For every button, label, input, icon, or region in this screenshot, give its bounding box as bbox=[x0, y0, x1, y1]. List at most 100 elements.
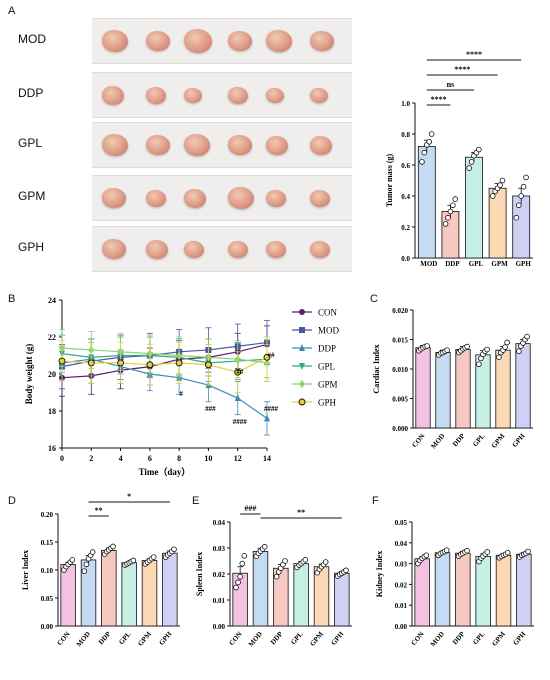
data-point bbox=[518, 193, 525, 199]
series-gph bbox=[58, 336, 271, 393]
x-tick-label: GPM bbox=[308, 630, 325, 648]
y-tick-label: 0.05 bbox=[395, 519, 408, 527]
tumor-specimen bbox=[184, 240, 204, 258]
y-tick-label: 0.2 bbox=[401, 224, 410, 232]
tumor-photo-strip-mod bbox=[92, 18, 352, 64]
data-point bbox=[419, 159, 425, 165]
tumor-specimen bbox=[266, 87, 284, 103]
data-point bbox=[171, 546, 177, 553]
marker-circle bbox=[87, 359, 95, 367]
data-point bbox=[520, 183, 527, 190]
y-tick-label: 0.20 bbox=[41, 511, 54, 519]
kidney-index-chart: 0.00 0.01 0.02 0.03 0.04 0.05 Kidney Index CON M… bbox=[375, 519, 534, 648]
annotation-label: # bbox=[179, 390, 183, 398]
marker-triangle bbox=[264, 414, 270, 422]
bar-gph bbox=[334, 572, 350, 627]
y-axis-label: Tumor mass (g) bbox=[385, 153, 394, 207]
x-tick-label: GPL bbox=[469, 260, 484, 268]
data-point bbox=[476, 146, 482, 153]
marker-circle bbox=[175, 359, 183, 367]
significance-label: **** bbox=[431, 95, 447, 104]
y-tick-label: 0.01 bbox=[395, 602, 408, 610]
group-label-ddp: DDP bbox=[18, 86, 44, 100]
y-tick-label: 0.04 bbox=[213, 519, 226, 527]
x-tick-label: CON bbox=[410, 432, 426, 449]
x-tick-label: GPL bbox=[471, 432, 487, 448]
x-tick-label: GPL bbox=[117, 630, 133, 646]
tumor-specimen bbox=[184, 87, 202, 103]
y-tick-label: 0.03 bbox=[395, 561, 408, 569]
data-point bbox=[89, 549, 96, 555]
y-tick-label: 0.000 bbox=[392, 425, 408, 433]
tumor-specimen bbox=[266, 135, 288, 155]
tumor-specimen bbox=[310, 189, 330, 207]
data-point bbox=[504, 339, 510, 346]
data-point bbox=[239, 560, 246, 567]
spleen-index-chart: 0.00 0.01 0.02 0.03 0.04 Spleen Index CON MOD DD… bbox=[195, 504, 352, 648]
data-point bbox=[233, 584, 239, 591]
x-tick-label: DDP bbox=[451, 630, 467, 647]
y-tick-label: 0.00 bbox=[395, 623, 408, 631]
y-axis-label: Liver Index bbox=[21, 550, 30, 590]
data-point bbox=[343, 567, 349, 574]
data-point bbox=[484, 549, 491, 555]
significance-label: **** bbox=[466, 50, 482, 59]
data-point bbox=[130, 557, 137, 564]
marker-square bbox=[299, 327, 305, 333]
tumor-photo-strip-ddp bbox=[92, 72, 352, 118]
panel-letter-f: F bbox=[372, 495, 379, 507]
data-point bbox=[468, 159, 475, 165]
y-tick-label: 0.020 bbox=[392, 307, 408, 315]
data-point bbox=[445, 214, 451, 221]
y-tick-label: 0.02 bbox=[395, 581, 408, 589]
y-tick-label: 0.8 bbox=[401, 131, 410, 139]
cardiac-index-chart: 0.000 0.005 0.010 0.015 0.020 Cardiac Index CO… bbox=[372, 307, 533, 450]
bar-gpm bbox=[141, 560, 158, 627]
data-point bbox=[515, 202, 522, 209]
x-tick-label: MOD bbox=[420, 260, 437, 268]
y-tick-label: 24 bbox=[48, 296, 56, 305]
x-tick-label: GPM bbox=[136, 630, 153, 648]
series-line bbox=[61, 356, 268, 373]
bar-gpl bbox=[465, 156, 483, 259]
y-tick-label: 0.4 bbox=[401, 193, 410, 201]
significance-label: ** bbox=[95, 506, 103, 515]
y-axis-label: Body weight (g) bbox=[24, 344, 34, 405]
legend-label: CON bbox=[318, 308, 338, 318]
data-point bbox=[484, 346, 490, 353]
x-tick-label: MOD bbox=[75, 630, 92, 648]
bar-gpm bbox=[495, 554, 512, 627]
y-tick-label: 20 bbox=[48, 370, 56, 379]
x-tick-label: GPM bbox=[491, 260, 508, 268]
x-tick-label: GPH bbox=[511, 630, 527, 647]
y-tick-label: 0.03 bbox=[213, 545, 226, 553]
data-point bbox=[302, 556, 309, 563]
panel-letter-e: E bbox=[192, 495, 200, 507]
legend-label: GPM bbox=[318, 380, 338, 390]
tumor-specimen bbox=[310, 87, 328, 103]
significance-label: ns bbox=[447, 80, 455, 89]
y-tick-label: 0.15 bbox=[41, 539, 54, 547]
y-tick-label: 16 bbox=[48, 444, 56, 453]
data-point bbox=[235, 579, 241, 586]
data-point bbox=[81, 568, 88, 574]
tumor-specimen bbox=[102, 30, 128, 52]
bar-con bbox=[415, 347, 431, 429]
annotation-label: #### bbox=[233, 418, 248, 426]
x-tick-label: GPH bbox=[157, 630, 173, 647]
x-tick-label: GPH bbox=[516, 260, 532, 268]
panel-letter-a: A bbox=[8, 5, 16, 17]
x-tick-label: 0 bbox=[60, 454, 64, 463]
data-point bbox=[476, 361, 482, 368]
bar-con bbox=[60, 564, 76, 627]
legend-label: DDP bbox=[318, 344, 336, 354]
x-tick-label: GPL bbox=[289, 630, 305, 646]
data-point bbox=[450, 202, 456, 209]
bar-ddp bbox=[101, 550, 117, 627]
tumor-specimen bbox=[310, 135, 332, 155]
data-point bbox=[273, 573, 280, 580]
y-axis-label: Kidney Index bbox=[375, 551, 384, 597]
group-label-gph: GPH bbox=[18, 240, 45, 254]
x-tick-label: CON bbox=[228, 630, 244, 647]
x-tick-label: GPM bbox=[490, 630, 507, 648]
